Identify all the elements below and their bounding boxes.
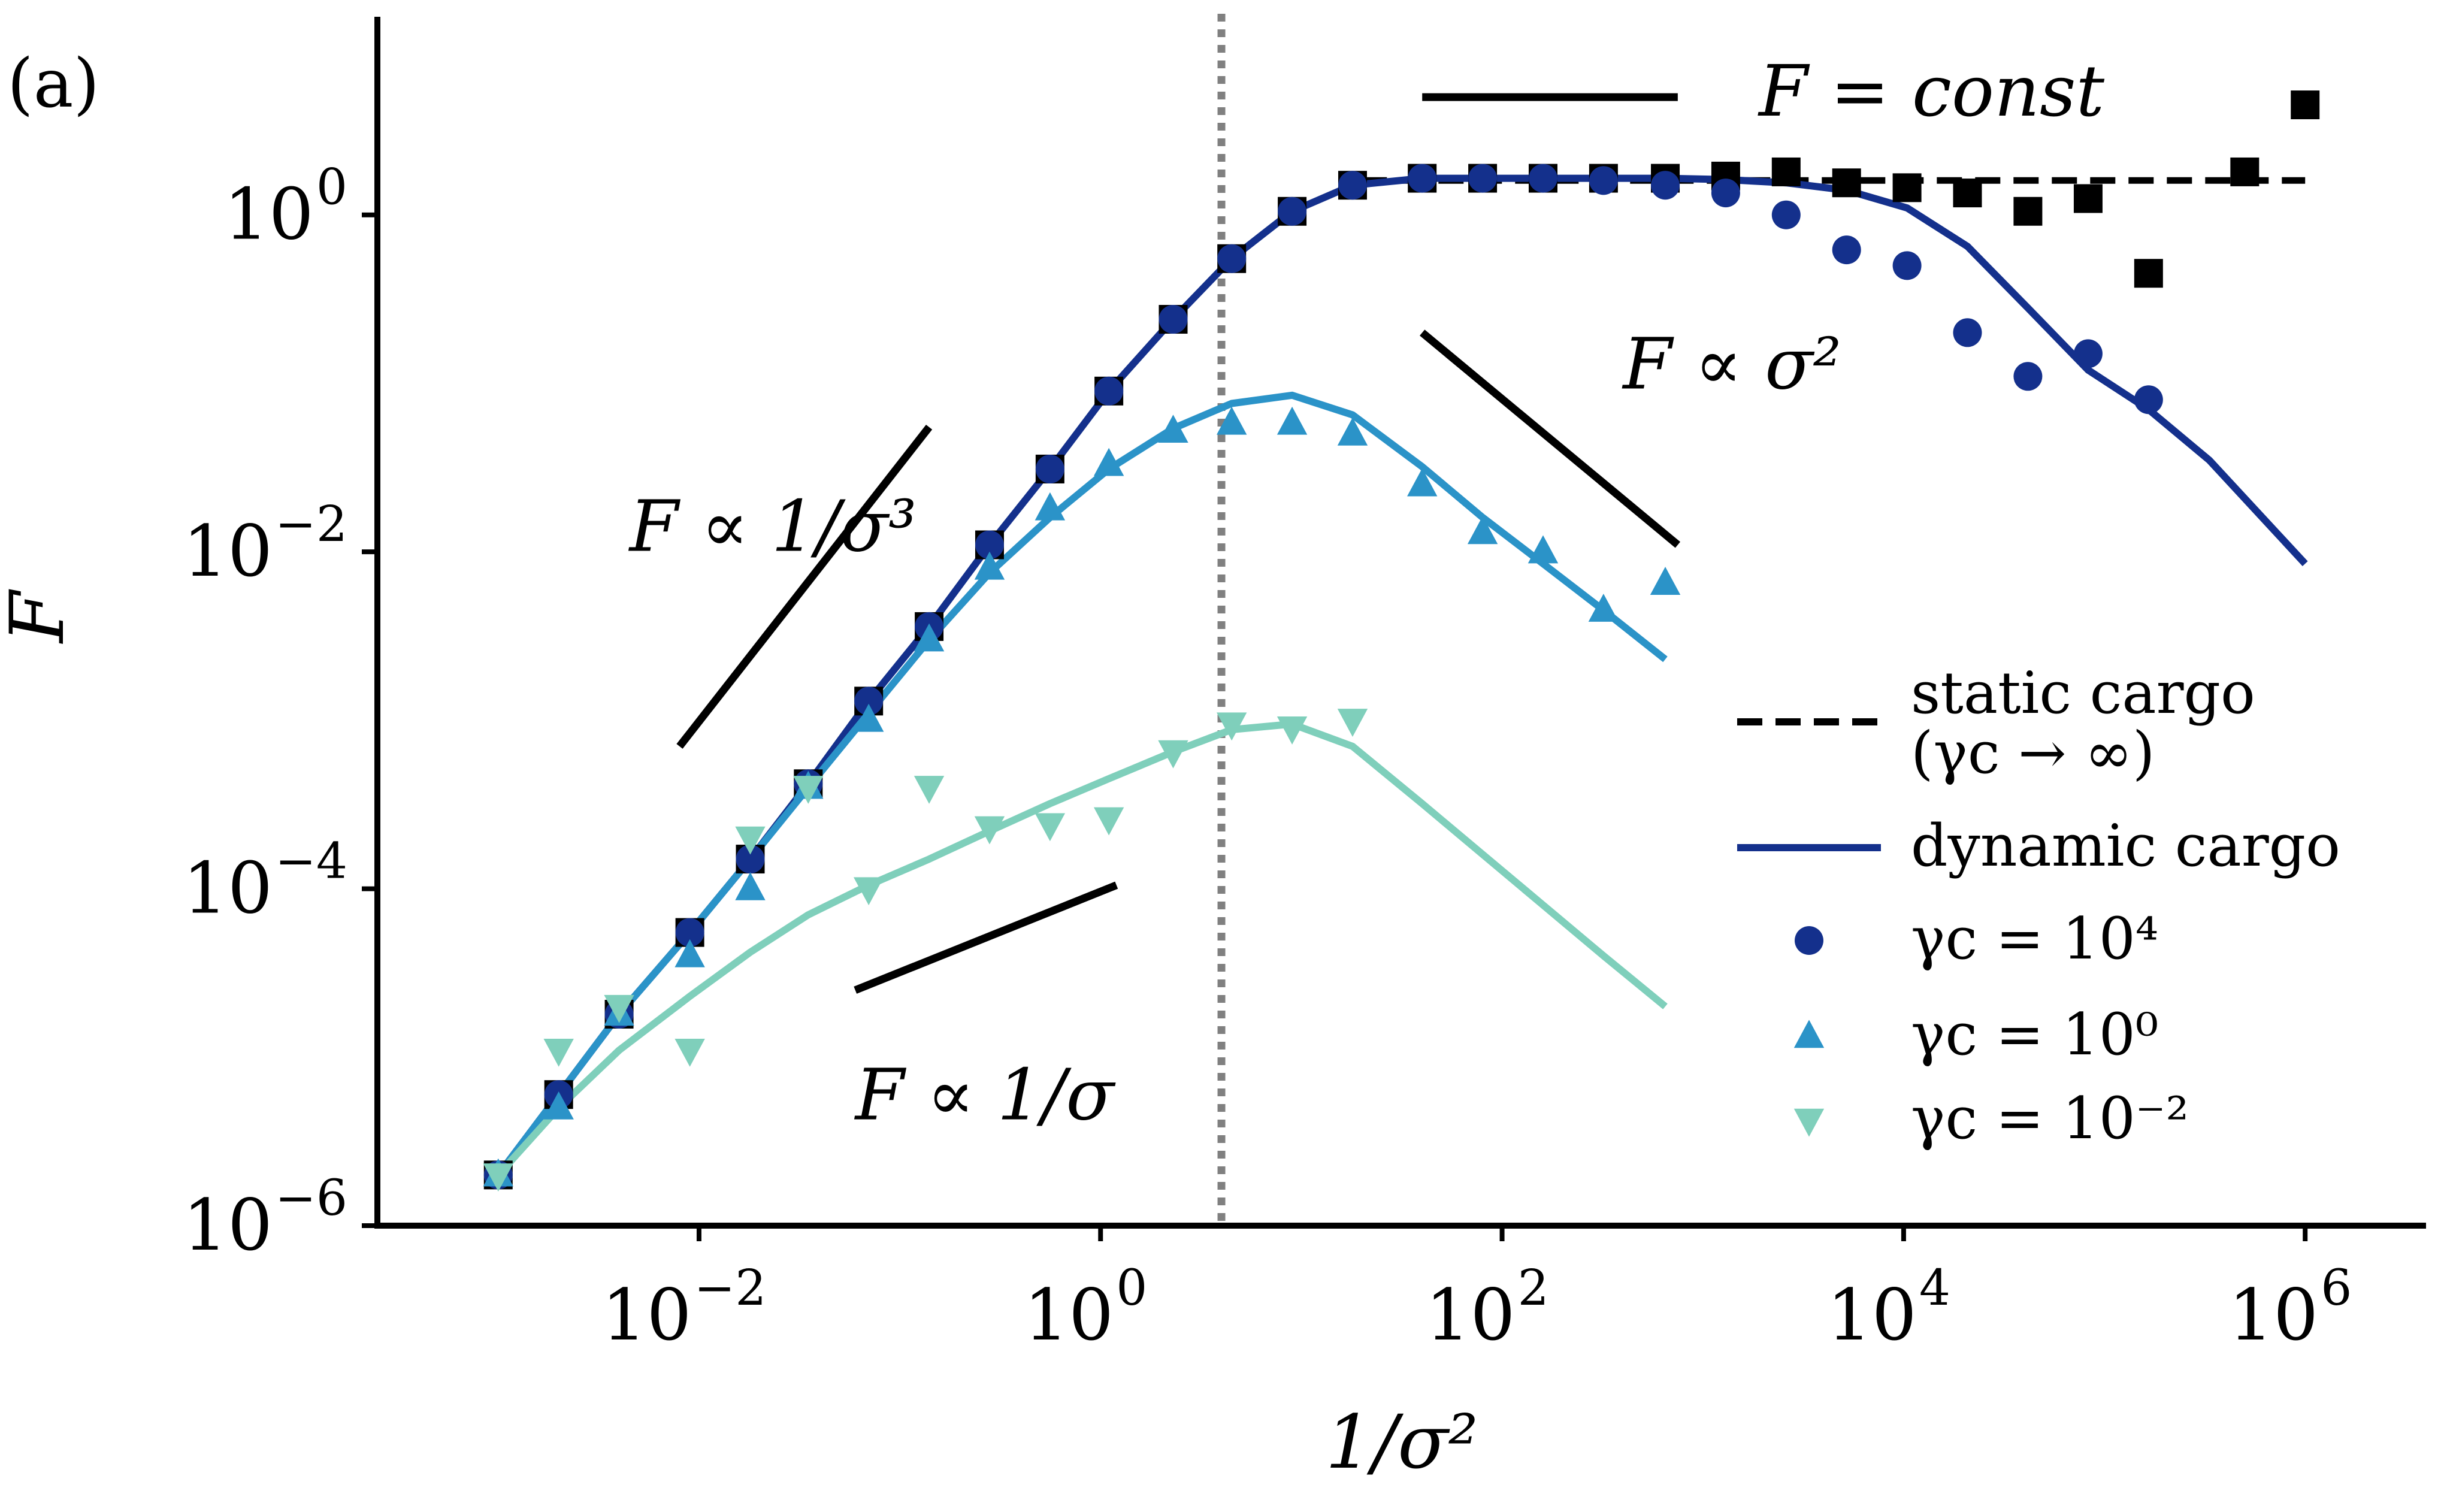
marker-triangle-up-7 <box>914 623 945 652</box>
legend-label-1: dynamic cargo <box>1911 812 2340 879</box>
marker-circle-11 <box>1159 305 1188 334</box>
marker-triangle-up-6 <box>853 703 884 732</box>
marker-triangle-down-8 <box>974 816 1005 845</box>
legend-swatch-4 <box>1793 1108 1825 1137</box>
guide-label-1: F ∝ σ² <box>1622 322 1841 405</box>
marker-triangle-up-4 <box>735 872 766 900</box>
marker-triangle-up-13 <box>1277 406 1308 435</box>
marker-circle-23 <box>1892 251 1922 280</box>
marker-triangle-up-19 <box>1650 567 1681 595</box>
marker-circle-26 <box>2073 339 2103 368</box>
marker-circle-14 <box>1338 171 1367 200</box>
marker-square-28 <box>2230 157 2260 186</box>
legend-label-3: γc = 10⁰ <box>1911 1001 2158 1068</box>
x-tick-label-4: 106 <box>2228 1260 2352 1356</box>
marker-circle-9 <box>1035 454 1064 483</box>
marker-square-26 <box>2073 184 2103 213</box>
marker-triangle-up-9 <box>1035 492 1066 521</box>
marker-circle-16 <box>1468 164 1498 193</box>
marker-triangle-up-17 <box>1528 535 1559 564</box>
marker-triangle-up-11 <box>1158 415 1188 443</box>
marker-triangle-up-16 <box>1467 516 1498 545</box>
legend-swatch-2 <box>1795 926 1823 955</box>
legend-label-0-line2: (γc → ∞) <box>1911 719 2155 787</box>
marker-circle-17 <box>1528 164 1557 193</box>
marker-triangle-up-8 <box>974 551 1005 580</box>
y-tick-label-2: 10−4 <box>183 833 347 930</box>
legend-swatch-3 <box>1793 1020 1825 1048</box>
marker-circle-15 <box>1408 164 1437 193</box>
y-tick-label-1: 10−2 <box>183 496 347 592</box>
marker-circle-25 <box>2013 362 2043 391</box>
marker-circle-22 <box>1832 235 1861 265</box>
marker-circle-19 <box>1651 171 1680 200</box>
marker-triangle-down-9 <box>1035 813 1066 842</box>
marker-triangle-down-0 <box>483 1163 513 1192</box>
y-tick-label-0: 100 <box>224 159 347 256</box>
marker-circle-8 <box>975 530 1004 560</box>
marker-triangle-up-1 <box>543 1091 574 1120</box>
marker-circle-20 <box>1711 179 1740 208</box>
guide-line-1 <box>1420 329 1681 548</box>
guide-line-0 <box>676 424 933 749</box>
y-axis-label: F <box>0 589 81 644</box>
marker-circle-24 <box>1953 318 1982 347</box>
guide-label-2: F ∝ 1/σ <box>854 1053 1117 1136</box>
y-tick-label-3: 10−6 <box>183 1170 347 1266</box>
marker-square-22 <box>1832 168 1861 198</box>
marker-triangle-down-1 <box>543 1038 574 1067</box>
marker-circle-27 <box>2134 385 2163 415</box>
marker-triangle-down-4 <box>735 826 766 855</box>
marker-triangle-up-3 <box>674 939 705 967</box>
marker-triangle-up-12 <box>1216 406 1247 435</box>
marker-square-27 <box>2134 259 2163 288</box>
marker-circle-12 <box>1217 244 1247 273</box>
legend-label-2: γc = 10⁴ <box>1911 905 2158 972</box>
marker-square-25 <box>2013 196 2043 226</box>
guide-line-2 <box>854 881 1118 994</box>
marker-circle-6 <box>854 687 884 716</box>
marker-triangle-down-14 <box>1337 709 1368 737</box>
marker-circle-18 <box>1589 166 1618 195</box>
x-tick-label-0: 10−2 <box>601 1260 766 1356</box>
x-tick-label-2: 102 <box>1425 1260 1548 1356</box>
marker-triangle-up-14 <box>1337 417 1368 446</box>
series-line-3 <box>495 720 1668 1178</box>
marker-triangle-down-13 <box>1277 716 1308 745</box>
marker-triangle-down-6 <box>853 877 884 906</box>
marker-square-21 <box>1771 157 1801 186</box>
guide-label-0: F ∝ 1/σ³ <box>628 485 917 568</box>
marker-triangle-down-7 <box>914 776 945 804</box>
marker-triangle-down-10 <box>1093 807 1124 836</box>
marker-triangle-down-11 <box>1158 740 1188 769</box>
marker-circle-13 <box>1278 196 1307 226</box>
x-tick-label-3: 104 <box>1827 1260 1950 1356</box>
legend-label-0: static cargo <box>1911 660 2255 727</box>
panel-label: (a) <box>7 45 99 123</box>
x-axis-label: 1/σ² <box>1325 1399 1478 1486</box>
marker-triangle-down-12 <box>1216 712 1247 741</box>
legend-label-4: γc = 10⁻² <box>1911 1085 2189 1152</box>
marker-triangle-down-5 <box>793 776 824 804</box>
marker-square-23 <box>1892 173 1922 202</box>
x-tick-label-1: 100 <box>1024 1260 1147 1356</box>
marker-circle-4 <box>736 845 765 874</box>
marker-triangle-up-10 <box>1093 447 1124 476</box>
marker-triangle-down-2 <box>604 994 634 1023</box>
marker-circle-3 <box>675 918 704 947</box>
guide-label-3: F = const <box>1758 50 2104 132</box>
marker-triangle-down-3 <box>674 1038 705 1067</box>
marker-circle-10 <box>1094 376 1124 406</box>
marker-circle-21 <box>1771 200 1801 229</box>
marker-square-24 <box>1953 179 1982 208</box>
marker-triangle-up-18 <box>1588 594 1619 622</box>
marker-square-29 <box>2291 90 2320 120</box>
marker-triangle-up-15 <box>1407 468 1438 497</box>
